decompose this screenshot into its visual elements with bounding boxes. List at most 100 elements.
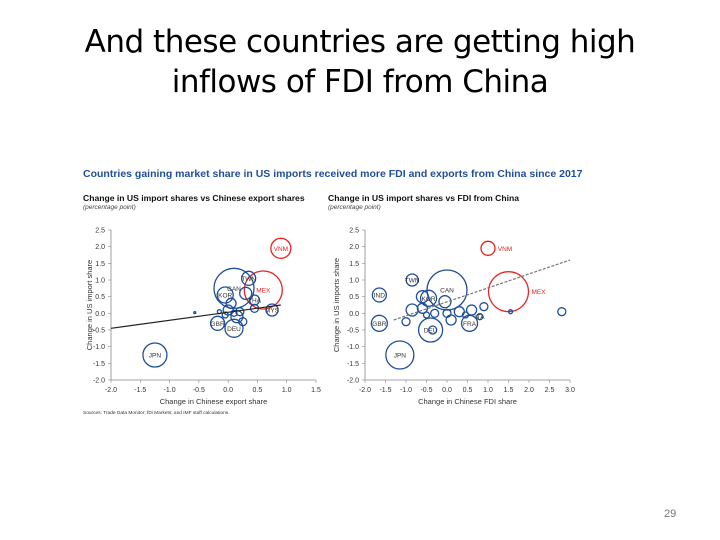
x-tick-label: 1.5 — [311, 387, 321, 394]
y-tick-label: 1.5 — [95, 261, 105, 268]
bubble-label: ITA — [475, 314, 485, 321]
bubble-label: VNM — [498, 246, 512, 253]
bubble-twn — [240, 270, 257, 286]
x-tick-label: 2.5 — [545, 387, 555, 394]
y-axis-label: Change in US imports share — [332, 258, 341, 352]
bubble-label: MEX — [531, 289, 546, 296]
x-tick-label: -1.0 — [164, 387, 176, 394]
bubble-country — [221, 311, 229, 319]
bubble-fra — [460, 314, 479, 332]
bubble-country — [238, 317, 248, 327]
bubble-mex — [243, 270, 283, 310]
bubble-label: KOR — [218, 293, 232, 300]
bubble-label: JPN — [149, 353, 162, 360]
x-tick-label: 1.5 — [504, 387, 514, 394]
right-chart-title: Change in US import shares vs FDI from C… — [328, 193, 520, 203]
bubble-deu — [224, 318, 244, 338]
y-tick-label: -2.0 — [93, 378, 105, 385]
bubble-country — [416, 302, 429, 314]
bubble-label: CAN — [440, 288, 454, 295]
bubble-country — [225, 297, 237, 309]
y-axis-label: Change in US import share — [85, 260, 94, 350]
y-tick-label: 0.5 — [349, 294, 359, 301]
y-tick-label: 1.0 — [95, 278, 105, 285]
bubble-ind — [371, 287, 388, 303]
bubble-label: THA — [248, 298, 262, 305]
bubble-country — [461, 311, 470, 319]
x-axis-label: Change in Chinese FDI share — [418, 397, 517, 406]
y-tick-label: -0.5 — [347, 328, 359, 335]
y-tick-label: -1.5 — [93, 361, 105, 368]
y-tick-label: -0.5 — [93, 328, 105, 335]
bubble-vnm — [270, 237, 292, 259]
bubble-country — [422, 311, 431, 319]
bubble-label: DEU — [424, 328, 438, 335]
bubble-country — [507, 309, 514, 315]
bubble-label: TWN — [405, 278, 420, 285]
bubble-deu — [417, 317, 444, 343]
slide-title: And these countries are getting high inf… — [0, 22, 720, 102]
bubble-ita — [476, 313, 484, 321]
bubble-country — [427, 325, 438, 335]
x-tick-label: -2.0 — [359, 387, 371, 394]
bubble-gbr — [370, 314, 389, 332]
slide-title-line-1: And these countries are getting high — [84, 24, 636, 60]
x-tick-label: 1.0 — [483, 387, 493, 394]
bubble-kor — [419, 289, 438, 307]
bubble-label: VNM — [274, 246, 288, 253]
x-tick-label: 2.0 — [524, 387, 534, 394]
bubble-label: KOR — [422, 296, 436, 303]
y-tick-label: -2.0 — [347, 378, 359, 385]
bubble-label: JPN — [394, 353, 407, 360]
y-tick-label: 1.5 — [349, 261, 359, 268]
bubble-country — [445, 314, 457, 326]
bubble-jpn — [142, 342, 168, 368]
x-tick-label: 0.0 — [442, 387, 452, 394]
bubble-gbr — [209, 315, 226, 331]
bubble-country — [401, 317, 411, 327]
y-tick-label: 2.0 — [95, 244, 105, 251]
bubble-label: CAN — [227, 286, 241, 293]
bubble-jpn — [385, 340, 415, 370]
y-tick-label: 2.0 — [349, 244, 359, 251]
y-tick-label: 2.5 — [349, 228, 359, 235]
x-tick-label: -1.0 — [400, 387, 412, 394]
x-tick-label: 0.5 — [463, 387, 473, 394]
y-tick-label: 0.0 — [95, 311, 105, 318]
bubble-mys — [265, 303, 279, 317]
left-chart-subtitle: (percentage point) — [83, 204, 136, 211]
slide-title-line-2: inflows of FDI from China — [171, 64, 549, 100]
bubble-twn — [405, 273, 419, 287]
right-chart-subtitle: (percentage point) — [328, 204, 381, 211]
y-tick-label: -1.5 — [347, 361, 359, 368]
page-number: 29 — [664, 508, 677, 520]
bubble-label: IND — [374, 293, 386, 300]
bubble-label: MEX — [256, 288, 271, 295]
x-tick-label: -0.5 — [420, 387, 432, 394]
bubble-vnm — [480, 240, 496, 256]
bubble-mex — [487, 271, 530, 313]
y-tick-label: 1.0 — [349, 278, 359, 285]
source-note: Sources: Trade Data Monitor; fDi Markets… — [83, 411, 230, 416]
bubble-country — [430, 308, 440, 318]
bubble-tha — [248, 294, 261, 306]
y-tick-label: -1.0 — [347, 344, 359, 351]
bubble-country — [479, 302, 489, 312]
bubble-country — [230, 309, 238, 317]
y-tick-label: 0.5 — [95, 294, 105, 301]
bubble-country — [438, 295, 452, 309]
x-tick-label: 3.0 — [565, 387, 575, 394]
x-tick-label: -0.5 — [193, 387, 205, 394]
bubble-label: FRA — [463, 321, 477, 328]
x-tick-label: 0.5 — [253, 387, 263, 394]
bubble-country — [557, 307, 567, 317]
y-tick-label: 2.5 — [95, 228, 105, 235]
bubble-label: TWN — [241, 276, 256, 283]
x-tick-label: 0.0 — [223, 387, 233, 394]
x-tick-label: -2.0 — [105, 387, 117, 394]
bubble-label: GBR — [372, 321, 386, 328]
bubble-country — [442, 308, 452, 318]
bubble-kor — [216, 286, 234, 304]
